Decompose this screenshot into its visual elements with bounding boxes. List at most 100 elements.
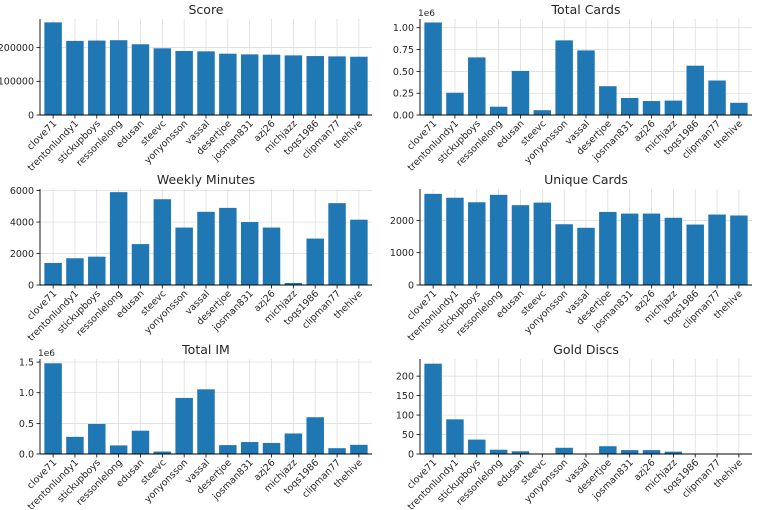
bar [468, 202, 486, 285]
bar [66, 258, 84, 285]
bar [131, 244, 150, 285]
bar [511, 451, 530, 454]
bar [468, 439, 486, 454]
bar [350, 444, 368, 454]
chart-panel: 0.00.51.01.5clove71trentonlundy1stickupb… [19, 342, 372, 510]
bar [730, 215, 748, 285]
y-tick-label: 6000 [10, 186, 34, 197]
bar [511, 205, 530, 285]
y-tick-label: 150 [396, 391, 414, 402]
bar [620, 450, 639, 454]
bar [424, 193, 442, 285]
bar [555, 40, 573, 115]
bar [642, 213, 661, 285]
bar [730, 102, 748, 115]
y-tick-label: 4000 [10, 217, 34, 228]
bar [262, 227, 281, 285]
bar [197, 389, 215, 454]
bar [446, 419, 464, 454]
y-tick-label: 200 [396, 372, 414, 383]
bar [424, 363, 442, 454]
bar [533, 202, 552, 285]
bar [599, 86, 617, 115]
bar [240, 442, 259, 454]
bar [577, 50, 595, 115]
bar [284, 433, 303, 454]
bar [284, 55, 303, 115]
bar [88, 256, 106, 285]
y-tick-label: 0 [408, 280, 414, 291]
bar [197, 51, 215, 115]
bar [88, 423, 106, 454]
bar [328, 448, 346, 454]
bar [66, 40, 84, 115]
bar [446, 92, 464, 115]
bar [219, 207, 237, 285]
y-tick-label: 100 [396, 410, 414, 421]
bar [306, 238, 324, 285]
y-tick-label: 1000 [390, 248, 414, 259]
y-tick-label: 1.0 [19, 388, 34, 399]
bar [511, 70, 530, 115]
bar [664, 451, 683, 454]
chart-title: Total Cards [551, 2, 621, 17]
y-tick-label: 100000 [0, 77, 34, 88]
bar [686, 224, 704, 285]
bar [153, 48, 172, 115]
y-tick-label: 50 [402, 430, 414, 441]
bar [468, 57, 486, 115]
bar [620, 213, 639, 285]
y-tick-label: 0 [28, 110, 34, 121]
y-tick-label: 0.00 [393, 110, 414, 121]
chart-title: Total IM [181, 342, 230, 357]
y-tick-label: 0.25 [393, 89, 414, 100]
bar [88, 40, 106, 116]
chart-panel: 050100150200clove71trentonlundy1stickupb… [396, 342, 752, 510]
bar [109, 445, 128, 454]
bar [219, 445, 237, 454]
bar [577, 227, 595, 285]
bar [642, 450, 661, 454]
y-tick-label: 0 [28, 280, 34, 291]
bar [306, 417, 324, 454]
bar [153, 199, 172, 285]
bar [44, 363, 62, 454]
bar [328, 56, 346, 115]
bar [131, 430, 150, 454]
bar [240, 222, 259, 285]
bar [306, 56, 324, 115]
y-tick-label: 0.75 [393, 45, 414, 56]
y-tick-label: 0.5 [19, 419, 34, 430]
y-tick-label: 2000 [10, 249, 34, 260]
y-tick-label: 0.50 [393, 67, 414, 78]
bar [350, 56, 368, 115]
chart-title: Unique Cards [544, 172, 628, 187]
y-tick-label: 0 [408, 449, 414, 460]
chart-title: Gold Discs [553, 342, 619, 357]
bar [424, 22, 442, 116]
chart-panel: 0200040006000clove71trentonlundy1stickup… [10, 172, 372, 344]
bar [240, 54, 259, 115]
chart-panel: 0100000200000clove71trentonlundy1stickup… [0, 2, 372, 174]
bar [708, 214, 726, 285]
bar [489, 449, 508, 454]
bar [175, 227, 193, 285]
y-tick-label: 1.5 [19, 357, 34, 368]
chart-panel: 010002000clove71trentonlundy1stickupboys… [390, 172, 752, 344]
bar [262, 54, 281, 115]
bar [642, 101, 661, 115]
bar [533, 110, 552, 115]
bar [686, 65, 704, 115]
bar [328, 203, 346, 285]
chart-title: Score [188, 2, 223, 17]
bar [197, 211, 215, 285]
bar [664, 100, 683, 115]
bar [708, 80, 726, 115]
bar [489, 194, 508, 285]
bar [599, 446, 617, 454]
bar [44, 22, 62, 115]
bar [664, 217, 683, 285]
bar [620, 97, 639, 115]
y-tick-label: 200000 [0, 43, 34, 54]
